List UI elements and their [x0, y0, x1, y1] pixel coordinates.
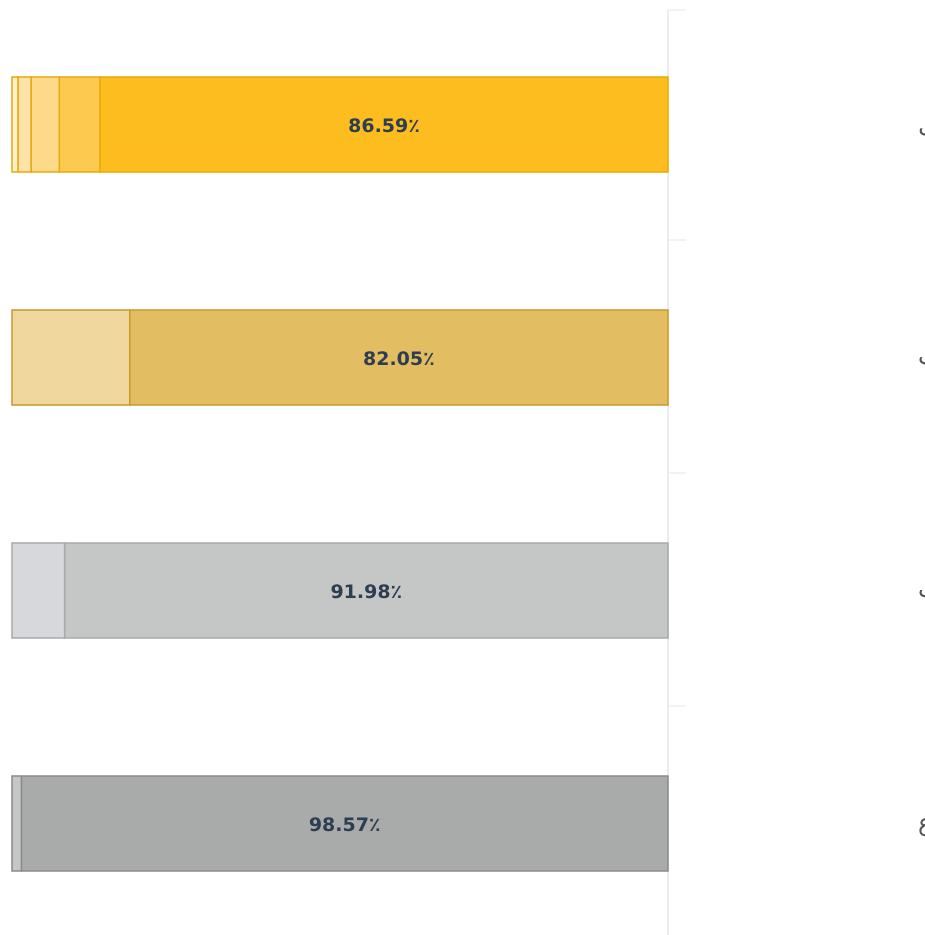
category-label: تحويل الأموال [918, 109, 925, 138]
bar-segment [99, 76, 669, 173]
bar-segment [11, 542, 66, 639]
bar-segment [20, 775, 669, 872]
value-label: 82.05٪ [363, 348, 435, 370]
category-label: السحب [918, 576, 925, 604]
value-label: 91.98٪ [330, 581, 402, 603]
value-label: 86.59٪ [348, 115, 420, 137]
category-label: الإيداع [918, 809, 925, 837]
bar-segment [63, 542, 669, 639]
bar-segment [17, 76, 32, 173]
category-label: المشتريات [918, 343, 925, 371]
bar-segment [11, 775, 23, 872]
bar-segment [11, 309, 131, 406]
bar-segment [11, 76, 19, 173]
bar-segment [30, 76, 61, 173]
bar-segment [58, 76, 101, 173]
value-label: 98.57٪ [309, 814, 381, 836]
